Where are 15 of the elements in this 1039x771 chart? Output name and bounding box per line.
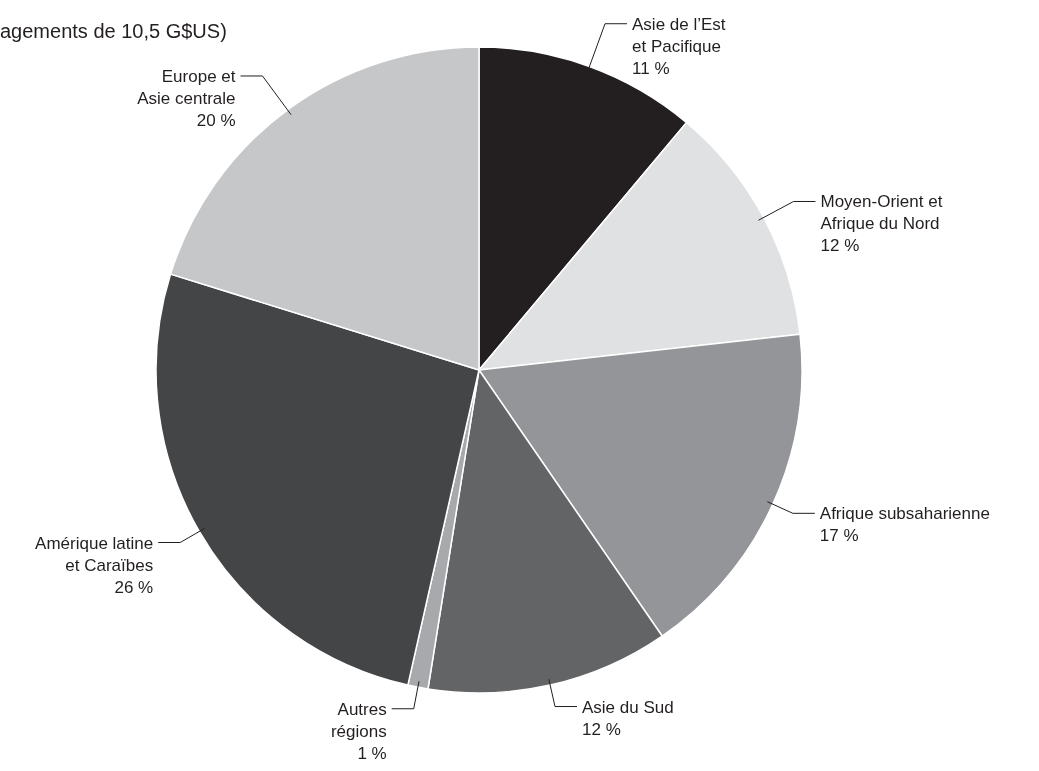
- slice-label: Moyen-Orient et Afrique du Nord: [820, 192, 943, 234]
- slice-label: Amérique latine et Caraïbes: [35, 533, 154, 575]
- data-label: 12 %: [820, 236, 860, 256]
- slice-label: Asie de l’Est et Pacifique: [632, 14, 726, 56]
- slice-label: Afrique subsaharienne: [819, 504, 990, 524]
- data-label: 26 %: [114, 577, 154, 597]
- data-label: 11 %: [632, 58, 670, 78]
- data-label: 1 %: [357, 743, 387, 763]
- chart-subtitle: agements de 10,5 G$US): [0, 20, 227, 42]
- slice-label: Asie du Sud: [582, 697, 674, 717]
- data-label: 12 %: [582, 719, 621, 739]
- data-label: 17 %: [819, 526, 859, 546]
- slice-label: Autres régions: [330, 699, 387, 741]
- slice-label: Europe et Asie centrale: [137, 66, 236, 108]
- data-label: 20 %: [196, 110, 236, 130]
